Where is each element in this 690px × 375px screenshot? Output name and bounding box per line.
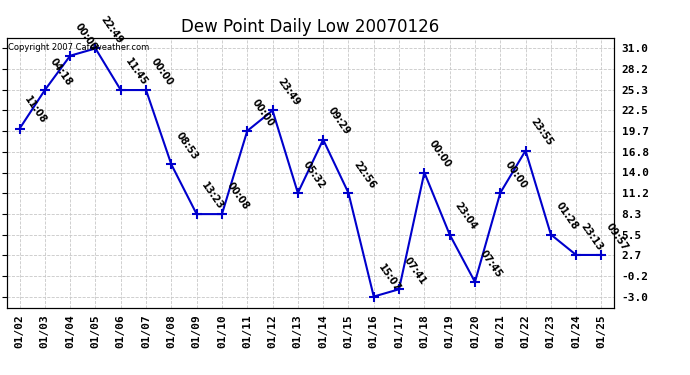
Text: Copyright 2007 Cafeweather.com: Copyright 2007 Cafeweather.com — [8, 43, 149, 52]
Text: 11:45: 11:45 — [124, 56, 150, 87]
Text: 00:08: 00:08 — [225, 180, 250, 212]
Text: 08:53: 08:53 — [174, 130, 200, 162]
Text: 22:49: 22:49 — [98, 15, 124, 46]
Text: 09:57: 09:57 — [604, 221, 630, 252]
Text: 00:00: 00:00 — [250, 97, 276, 128]
Text: 11:08: 11:08 — [22, 95, 48, 126]
Title: Dew Point Daily Low 20070126: Dew Point Daily Low 20070126 — [181, 18, 440, 36]
Text: 23:55: 23:55 — [529, 117, 554, 148]
Text: 22:56: 22:56 — [351, 159, 377, 190]
Text: 00:00: 00:00 — [427, 139, 453, 170]
Text: 07:45: 07:45 — [477, 248, 504, 279]
Text: 13:23: 13:23 — [199, 180, 226, 212]
Text: 23:04: 23:04 — [453, 201, 478, 232]
Text: 00:00: 00:00 — [73, 22, 99, 53]
Text: 00:00: 00:00 — [503, 159, 529, 190]
Text: 23:49: 23:49 — [275, 76, 302, 108]
Text: 09:29: 09:29 — [326, 106, 352, 137]
Text: 23:13: 23:13 — [579, 221, 605, 252]
Text: 05:32: 05:32 — [301, 159, 326, 190]
Text: 07:41: 07:41 — [402, 255, 428, 286]
Text: 15:07: 15:07 — [377, 262, 402, 294]
Text: 01:28: 01:28 — [553, 201, 580, 232]
Text: 04:18: 04:18 — [48, 56, 74, 87]
Text: 00:00: 00:00 — [149, 56, 175, 87]
